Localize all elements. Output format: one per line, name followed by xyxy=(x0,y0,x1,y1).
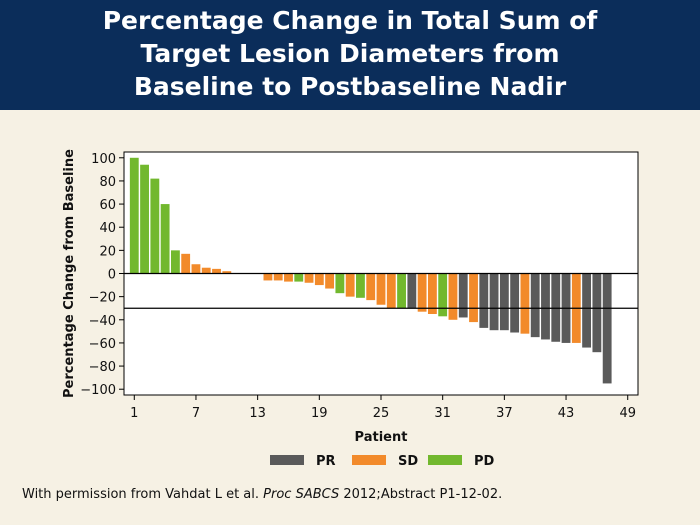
title-line-2: Target Lesion Diameters from xyxy=(140,39,560,68)
bar-patient-34 xyxy=(469,273,478,323)
bar-patient-47 xyxy=(602,273,612,384)
x-tick-label: 19 xyxy=(311,406,328,421)
bar-patient-28 xyxy=(407,273,417,309)
bar-patient-25 xyxy=(376,273,386,305)
bar-patient-24 xyxy=(366,273,376,301)
bar-patient-30 xyxy=(427,273,437,314)
x-tick-label: 1 xyxy=(130,406,138,421)
legend-swatch-sd xyxy=(352,455,386,465)
y-tick-label: −80 xyxy=(89,360,116,375)
bar-patient-16 xyxy=(284,273,293,282)
bar-patient-39 xyxy=(520,273,530,334)
bar-patient-14 xyxy=(263,273,273,281)
bar-patient-29 xyxy=(417,273,427,312)
page-title: Percentage Change in Total Sum of Target… xyxy=(0,4,700,103)
bar-patient-2 xyxy=(140,164,149,274)
bar-patient-36 xyxy=(489,273,499,331)
bar-patient-20 xyxy=(325,273,335,289)
legend-label-pr: PR xyxy=(316,454,336,469)
bar-patient-8 xyxy=(201,267,211,274)
bar-patient-3 xyxy=(150,178,160,274)
bar-patient-37 xyxy=(499,273,509,331)
bar-patient-33 xyxy=(458,273,468,318)
x-tick-label: 49 xyxy=(619,406,636,421)
y-tick-label: 80 xyxy=(99,175,116,190)
y-tick-label: −60 xyxy=(89,337,116,352)
legend-swatch-pr xyxy=(270,455,304,465)
caption-journal: Proc SABCS xyxy=(263,487,340,502)
bar-patient-18 xyxy=(304,273,314,283)
bar-patient-38 xyxy=(510,273,520,333)
y-tick-label: 100 xyxy=(91,152,116,167)
x-tick-label: 37 xyxy=(496,406,513,421)
x-tick-label: 25 xyxy=(373,406,390,421)
y-tick-label: 60 xyxy=(99,198,116,213)
bar-patient-46 xyxy=(592,273,602,353)
legend-swatch-pd xyxy=(428,455,462,465)
bar-patient-27 xyxy=(397,273,406,309)
bar-patient-23 xyxy=(356,273,365,298)
x-tick-label: 7 xyxy=(192,406,200,421)
y-tick-label: 20 xyxy=(99,244,116,259)
title-line-3: Baseline to Postbaseline Nadir xyxy=(133,72,567,101)
bar-patient-21 xyxy=(335,273,345,294)
bar-patient-5 xyxy=(170,250,180,274)
x-tick-label: 43 xyxy=(558,406,575,421)
y-tick-label: 40 xyxy=(99,221,116,236)
bar-patient-35 xyxy=(479,273,489,328)
x-axis-label: Patient xyxy=(355,430,408,445)
bar-patient-4 xyxy=(160,204,170,274)
bar-patient-1 xyxy=(129,157,139,274)
bar-patient-40 xyxy=(530,273,540,338)
bar-patient-7 xyxy=(191,264,201,274)
bar-patient-6 xyxy=(181,253,191,274)
legend-label-pd: PD xyxy=(474,454,495,469)
y-tick-label: −100 xyxy=(80,383,116,398)
bar-patient-17 xyxy=(294,273,304,282)
x-tick-label: 13 xyxy=(249,406,266,421)
waterfall-chart: 100 80 60 40 20 0 −20 −40 −60 −80 −100 1 7 13 19 25 31 37… xyxy=(62,149,639,469)
bar-patient-22 xyxy=(345,273,355,297)
bar-patient-45 xyxy=(582,273,592,348)
x-tick-label: 31 xyxy=(434,406,451,421)
y-tick-label: 0 xyxy=(108,268,116,283)
caption-suffix: 2012;Abstract P1-12-02. xyxy=(339,487,503,502)
bar-patient-31 xyxy=(438,273,448,317)
bar-patient-26 xyxy=(386,273,396,309)
bar-patient-10 xyxy=(222,271,232,274)
y-tick-label: −40 xyxy=(89,314,116,329)
legend-label-sd: SD xyxy=(398,454,418,469)
y-axis-label: Percentage Change from Baseline xyxy=(62,149,77,398)
bar-patient-32 xyxy=(448,273,458,320)
citation-caption: With permission from Vahdat L et al. Pro… xyxy=(22,487,502,502)
title-banner: Percentage Change in Total Sum of Target… xyxy=(0,0,700,110)
bar-patient-19 xyxy=(314,273,324,286)
bar-patient-15 xyxy=(273,273,283,281)
bar-patient-41 xyxy=(541,273,550,340)
caption-prefix: With permission from Vahdat L et al. xyxy=(22,487,264,502)
y-tick-label: −20 xyxy=(89,291,116,306)
title-line-1: Percentage Change in Total Sum of xyxy=(102,6,598,35)
bar-patient-9 xyxy=(212,268,221,274)
